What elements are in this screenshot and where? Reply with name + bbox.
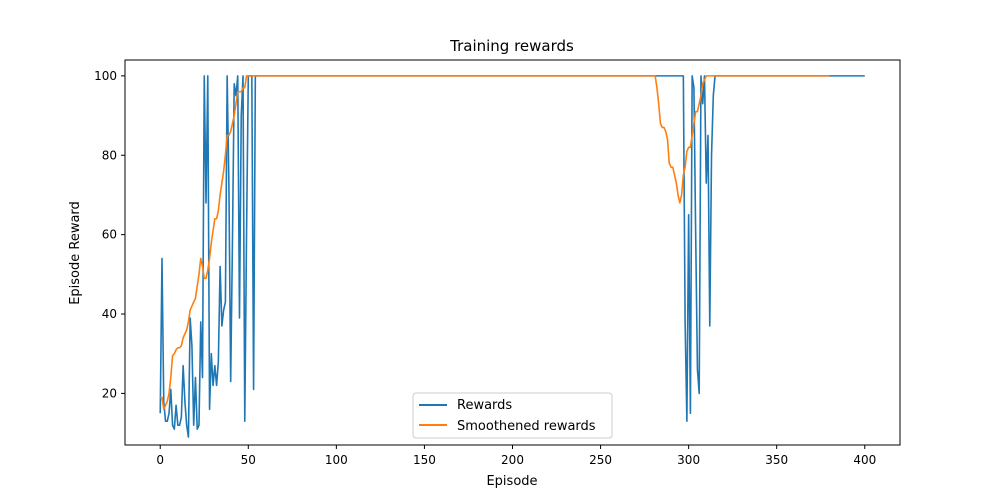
y-tick-label: 80 [102,148,117,162]
x-tick-label: 300 [677,453,700,467]
x-tick-label: 350 [765,453,788,467]
legend-box [412,392,613,439]
x-axis-ticks: 0 50 100 150 200 250 300 350 400 [156,445,876,467]
y-axis-label: Episode Reward [68,201,83,305]
x-tick-label: 50 [241,453,256,467]
x-axis-label: Episode [486,474,537,489]
x-tick-label: 100 [325,453,348,467]
chart-title: Training rewards [449,37,574,55]
y-axis-ticks: 20 40 60 80 100 [94,69,125,400]
x-tick-label: 150 [413,453,436,467]
x-tick-label: 400 [853,453,876,467]
series-line-rewards [159,75,865,438]
x-tick-label: 0 [156,453,164,467]
legend-label-rewards: Rewards [457,398,512,413]
series-layer [159,75,865,438]
legend-label-smoothened: Smoothened rewards [457,419,596,434]
y-tick-label: 20 [102,386,117,400]
series-line-smoothened-rewards [160,75,830,411]
x-tick-label: 200 [501,453,524,467]
legend: Rewards Smoothened rewards [412,392,613,439]
x-tick-label: 250 [589,453,612,467]
y-tick-label: 40 [102,307,117,321]
y-tick-label: 100 [94,69,117,83]
y-tick-label: 60 [102,228,117,242]
